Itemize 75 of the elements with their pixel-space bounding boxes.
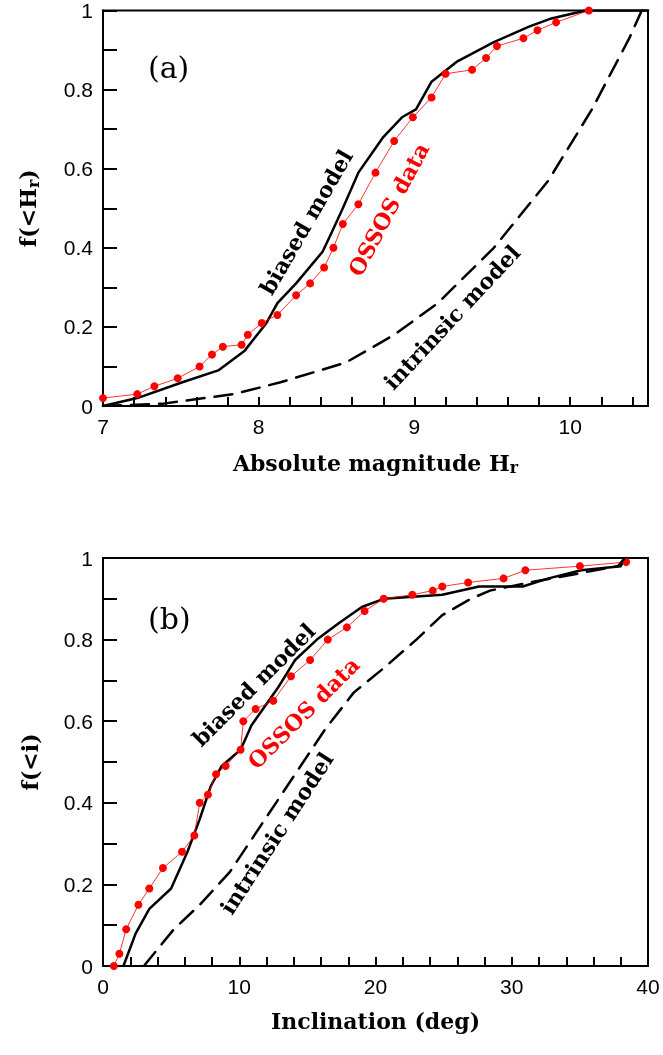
point — [329, 243, 338, 252]
point — [133, 390, 142, 399]
point — [390, 137, 399, 146]
point — [499, 574, 508, 583]
point — [468, 65, 477, 74]
point — [441, 69, 450, 78]
point — [99, 394, 107, 403]
point — [427, 93, 436, 102]
x-tick-label: 7 — [97, 415, 109, 438]
point — [208, 350, 216, 359]
x-tick-label: 10 — [227, 975, 251, 998]
point — [190, 831, 199, 840]
point — [134, 900, 143, 909]
point — [371, 168, 380, 177]
x-tick-label: 9 — [408, 415, 421, 438]
y-tick-label: 0.4 — [63, 791, 94, 815]
point — [552, 18, 561, 27]
point — [323, 635, 332, 644]
x-tick-label: 40 — [636, 975, 660, 998]
point — [150, 382, 159, 391]
x-tick-label: 0 — [97, 975, 109, 998]
text: (b) — [148, 600, 191, 636]
point — [408, 590, 417, 599]
y-tick-label: 0.6 — [63, 157, 93, 181]
y-tick-label: 1 — [81, 546, 93, 570]
point — [360, 607, 369, 616]
point — [145, 884, 154, 893]
y-tick-label: 0.6 — [63, 709, 93, 733]
point — [173, 374, 182, 383]
x-axis-title: Inclination (deg) — [270, 1008, 481, 1034]
point — [243, 330, 252, 339]
point — [342, 623, 351, 632]
point — [584, 6, 593, 15]
point — [115, 949, 124, 958]
point — [257, 318, 266, 327]
point — [218, 342, 227, 351]
y-tick-label: 0.4 — [63, 236, 94, 260]
point — [379, 594, 388, 603]
y-tick-label: 0.2 — [63, 872, 93, 896]
y-axis-title: f(<Hr) — [15, 169, 43, 248]
point — [438, 582, 447, 591]
point — [519, 34, 528, 43]
y-tick-label: 0.2 — [63, 315, 93, 339]
point — [482, 53, 491, 62]
point — [320, 263, 329, 272]
y-tick-label: 0 — [81, 954, 93, 978]
y-tick-label: 0 — [81, 394, 93, 418]
point — [109, 962, 118, 970]
point — [237, 340, 246, 349]
point — [464, 578, 473, 587]
y-tick-label: 0.8 — [63, 78, 93, 102]
text: (a) — [148, 49, 190, 85]
x-tick-label: 30 — [500, 975, 524, 998]
point — [338, 220, 347, 229]
x-tick-label: 10 — [558, 415, 582, 438]
point — [203, 790, 212, 799]
point — [221, 762, 230, 771]
point — [195, 798, 204, 807]
point — [178, 847, 187, 856]
point — [492, 42, 501, 51]
x-tick-label: 20 — [363, 975, 388, 998]
point — [521, 566, 530, 575]
y-axis-title: f(<i) — [17, 733, 43, 791]
point — [158, 864, 167, 873]
point — [428, 586, 437, 595]
y-tick-label: 1 — [81, 0, 93, 22]
y-tick-label: 0.8 — [63, 628, 93, 652]
x-tick-label: 8 — [252, 415, 265, 438]
point — [212, 770, 221, 779]
point — [122, 925, 131, 934]
point — [273, 311, 282, 320]
point — [408, 113, 417, 122]
point — [575, 562, 584, 571]
point — [533, 26, 542, 35]
point — [195, 362, 204, 371]
